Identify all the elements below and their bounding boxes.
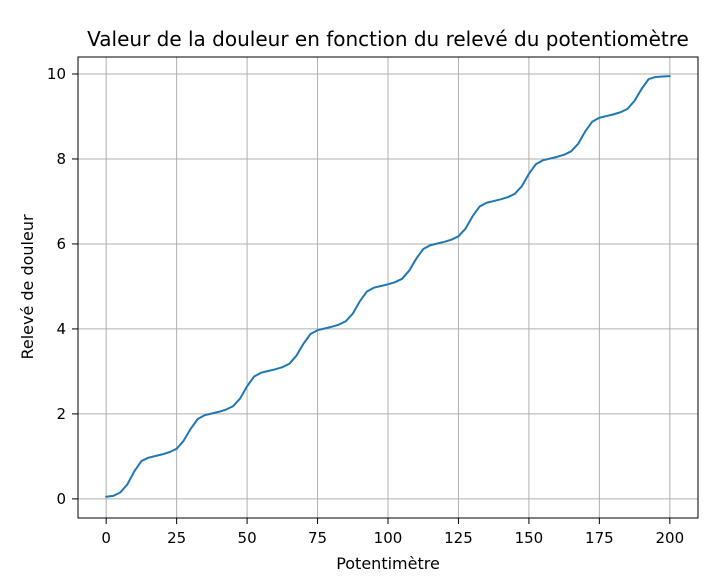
x-tick-label: 125 [444, 529, 473, 547]
y-tick-label: 4 [56, 320, 66, 338]
series-line-0 [105, 75, 671, 498]
y-tick-label: 8 [56, 150, 66, 168]
x-tick-label: 150 [515, 529, 544, 547]
y-tick-label: 0 [56, 490, 66, 508]
series-layer [105, 75, 671, 498]
x-tick-label: 25 [167, 529, 186, 547]
x-tick-label: 200 [655, 529, 684, 547]
y-tick-label: 2 [56, 405, 66, 423]
chart-title: Valeur de la douleur en fonction du rele… [87, 27, 689, 51]
x-tick-label: 75 [308, 529, 327, 547]
y-axis-label: Relevé de douleur [18, 214, 37, 360]
x-tick-label: 175 [585, 529, 614, 547]
x-tick-label: 0 [101, 529, 111, 547]
x-tick-label: 100 [374, 529, 403, 547]
x-tick-label: 50 [238, 529, 257, 547]
y-tick-label: 10 [47, 65, 66, 83]
y-tick-label: 6 [56, 235, 66, 253]
grid-lines [78, 57, 698, 518]
axis-ticks: 0 25 50 75 100 125 150 175 200 0 2 4 6 8 10 [47, 65, 684, 547]
x-axis-label: Potentimètre [336, 554, 440, 573]
